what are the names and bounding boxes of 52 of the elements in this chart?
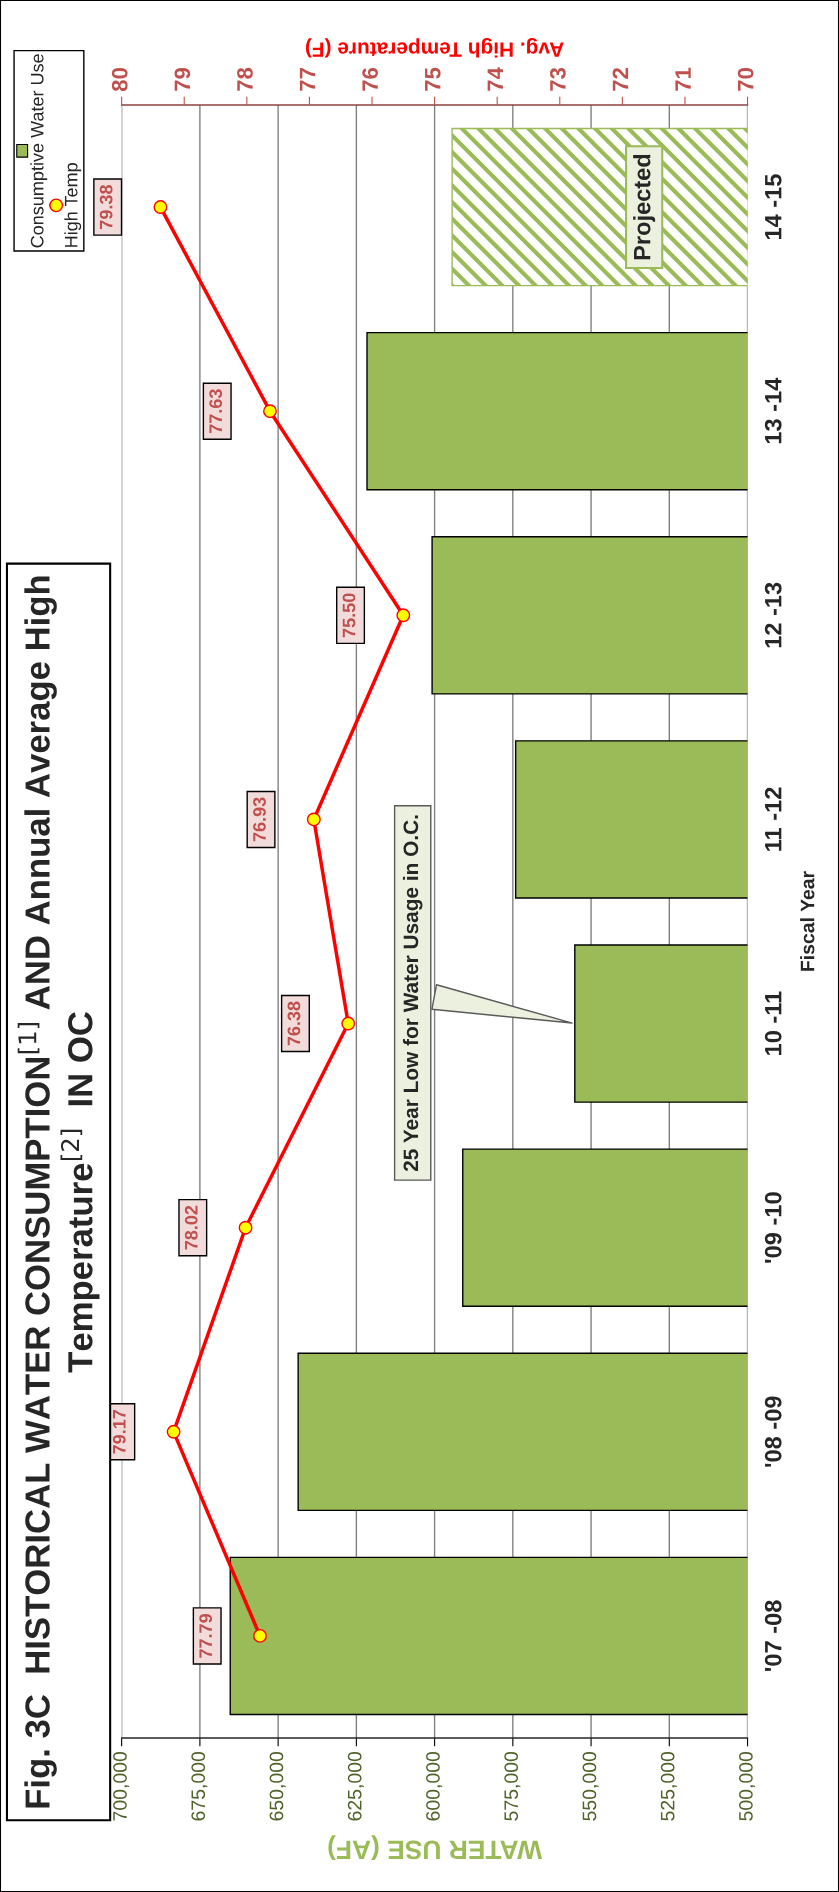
x2-tick-label: 73 xyxy=(550,67,566,91)
y-tick-label: 13 -14 xyxy=(764,377,782,444)
x2-tick-label: 70 xyxy=(737,68,754,91)
data-label: 75.50 xyxy=(342,593,356,638)
x-tick-label: 550,000 xyxy=(582,1751,599,1821)
y-tick-label: '08 -09 xyxy=(764,1396,782,1467)
x2-tick-label: 80 xyxy=(111,68,128,92)
x2-tick-label: 79 xyxy=(174,67,191,91)
x2-tick-label: 71 xyxy=(675,67,691,91)
x2-tick-label: 72 xyxy=(612,67,629,91)
point xyxy=(238,1220,253,1235)
x2-tick-label: 75 xyxy=(425,67,441,91)
x2-tick-label: 77 xyxy=(299,68,316,91)
data-label: 78.02 xyxy=(184,1205,198,1250)
x-tick-label: 500,000 xyxy=(739,1751,756,1821)
annotation: Projected xyxy=(633,154,656,260)
y-axis-title: Fiscal Year xyxy=(800,871,815,971)
x-tick-label: 650,000 xyxy=(269,1751,286,1821)
y-tick-label: '07 -08 xyxy=(764,1600,782,1671)
x2-tick-label: 74 xyxy=(487,67,503,91)
x-tick-label: 675,000 xyxy=(191,1751,208,1821)
data-label: 76.93 xyxy=(253,797,266,842)
data-label: 77.79 xyxy=(199,1614,213,1658)
data-label: 76.38 xyxy=(287,1001,301,1046)
x-tick-label: 700,000 xyxy=(113,1751,130,1821)
data-label: 77.63 xyxy=(209,389,223,433)
point xyxy=(166,1424,181,1439)
data-label: 79.17 xyxy=(112,1410,126,1454)
point xyxy=(253,1628,267,1643)
y-tick-label: 10 -11 xyxy=(764,991,782,1055)
y-tick-label: '09 -10 xyxy=(764,1192,782,1263)
x-tick-label: 575,000 xyxy=(504,1751,521,1821)
legend-label: High Temp xyxy=(64,163,82,247)
point xyxy=(306,812,321,827)
x-axis-title: WATER USE (AF) xyxy=(328,1835,543,1860)
annotation: 25 Year Low for Water Usage in O.C. xyxy=(402,815,423,1172)
point xyxy=(153,200,168,215)
x2-tick-label: 78 xyxy=(237,67,253,91)
y-tick-label: 12 -13 xyxy=(764,582,782,648)
x-tick-label: 600,000 xyxy=(426,1751,443,1821)
y-tick-label: 14 -15 xyxy=(765,174,782,240)
x-tick-label: 525,000 xyxy=(660,1751,677,1821)
point xyxy=(341,1016,356,1031)
point xyxy=(396,608,411,623)
x-tick-label: 625,000 xyxy=(347,1751,364,1821)
legend-label: Consumptive Water Use xyxy=(30,54,48,248)
x2-tick-label: 76 xyxy=(362,67,378,91)
x2-axis-title: Avg. High Temperature (F) xyxy=(305,38,564,58)
y-tick-label: 11 -12 xyxy=(764,787,782,851)
point xyxy=(263,404,277,419)
data-label: 79.38 xyxy=(99,185,113,229)
chart-title: Fig. 3C HISTORICAL WATER CONSUMPTION$^{[1]}$ AND Annual Average High Temperature$^{[2]}$ IN OC xyxy=(17,576,100,1808)
